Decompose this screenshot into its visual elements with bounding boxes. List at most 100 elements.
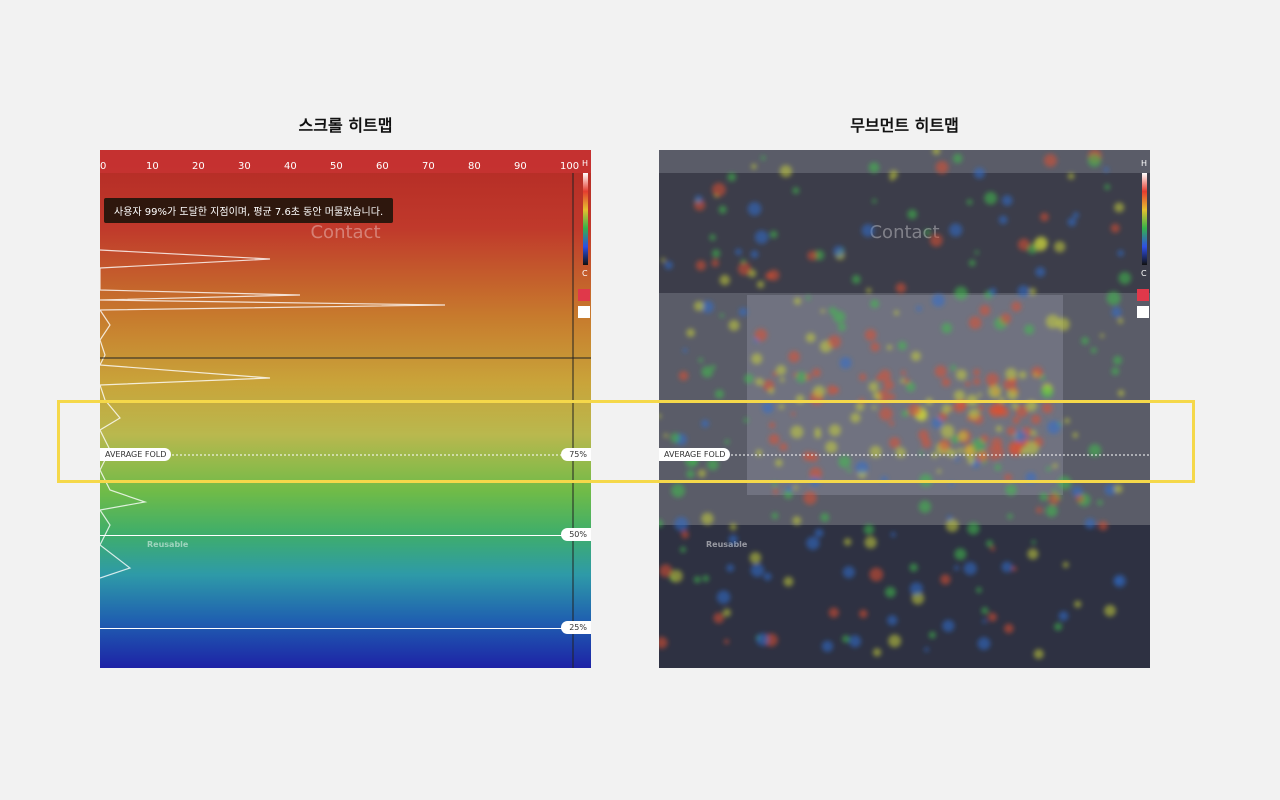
blob	[984, 191, 998, 205]
blob	[924, 229, 931, 236]
ruler: 0 10 20 30 40 50 60 70 80 90 100	[100, 150, 591, 173]
blob	[1036, 371, 1041, 376]
blob	[976, 587, 982, 593]
toggle[interactable]	[578, 289, 590, 301]
blob	[938, 411, 948, 421]
blob	[967, 522, 980, 535]
blob	[1007, 513, 1013, 520]
blob	[1062, 561, 1069, 568]
blob	[859, 373, 867, 381]
blob	[671, 483, 686, 498]
blob	[907, 209, 918, 220]
blob	[954, 456, 960, 462]
fold-label: AVERAGE FOLD	[659, 448, 731, 461]
blob	[744, 373, 754, 384]
blob	[712, 182, 726, 197]
footer-brand: Reusable	[147, 540, 189, 549]
ruler-label: 0	[100, 161, 107, 172]
blob	[839, 356, 852, 369]
page-heading: Contact	[310, 222, 381, 243]
blob	[1054, 622, 1063, 631]
blob	[908, 403, 921, 417]
blob	[911, 351, 921, 362]
movement-heatmap: Contact Reusable AVERAGE FOLD H C	[659, 150, 1150, 668]
blob	[826, 384, 837, 396]
blob	[974, 250, 979, 255]
toggle[interactable]	[1137, 289, 1149, 301]
blob	[973, 167, 985, 179]
blob	[795, 371, 807, 383]
blob	[1001, 195, 1013, 206]
blob	[828, 607, 840, 618]
blob	[1040, 212, 1049, 222]
blob	[895, 282, 907, 294]
blob	[949, 482, 954, 487]
blob	[701, 365, 714, 378]
blob	[719, 313, 724, 318]
blob	[848, 635, 862, 648]
blob	[988, 385, 1002, 399]
blob	[792, 516, 802, 526]
blob	[938, 439, 951, 451]
ruler-label: 20	[192, 161, 205, 172]
blob	[1045, 314, 1060, 329]
blob	[737, 262, 752, 276]
blob	[945, 519, 959, 532]
blob	[863, 524, 875, 535]
blob	[954, 548, 967, 561]
blob	[869, 567, 884, 582]
blob	[1018, 371, 1027, 379]
blob	[1000, 313, 1012, 324]
blob	[1001, 561, 1013, 573]
blob	[842, 635, 850, 643]
blob	[995, 404, 1006, 415]
blob	[982, 619, 987, 624]
blob	[751, 163, 757, 170]
blob	[1106, 291, 1121, 306]
blob	[1025, 441, 1039, 456]
blob	[1011, 301, 1022, 312]
blob	[1115, 577, 1122, 584]
blob	[886, 344, 893, 351]
blob	[1104, 184, 1111, 190]
blob	[977, 404, 985, 412]
blob	[941, 322, 953, 334]
ruler-label: 30	[238, 161, 251, 172]
blob	[965, 381, 971, 387]
blob	[754, 230, 769, 244]
blob	[954, 286, 968, 300]
blob	[1031, 540, 1036, 545]
blob	[670, 569, 683, 583]
fold-label: AVERAGE FOLD	[100, 448, 172, 461]
blob	[1081, 336, 1089, 345]
blob	[1067, 172, 1075, 180]
blob	[990, 437, 1003, 449]
blob	[998, 215, 1008, 225]
blob	[813, 385, 826, 398]
blob	[842, 566, 855, 579]
blob	[947, 448, 957, 458]
toggle[interactable]	[1137, 306, 1149, 318]
ruler-label: 100	[560, 161, 580, 172]
blob	[986, 540, 994, 548]
blob	[837, 323, 846, 332]
blob	[893, 310, 900, 316]
blob	[664, 260, 673, 270]
highlight-box	[57, 400, 1195, 483]
blob	[659, 519, 664, 528]
blob	[1035, 266, 1046, 277]
toggle[interactable]	[578, 306, 590, 318]
blob	[876, 396, 881, 401]
blob	[743, 417, 749, 423]
blob	[682, 348, 688, 353]
blob	[1046, 466, 1052, 472]
blob	[763, 572, 772, 581]
blob	[686, 469, 695, 479]
blob	[887, 615, 898, 626]
blob	[928, 631, 936, 639]
blob	[790, 425, 804, 439]
blob	[775, 365, 787, 376]
blob	[695, 260, 707, 271]
blob	[701, 419, 710, 428]
blob	[909, 582, 924, 596]
